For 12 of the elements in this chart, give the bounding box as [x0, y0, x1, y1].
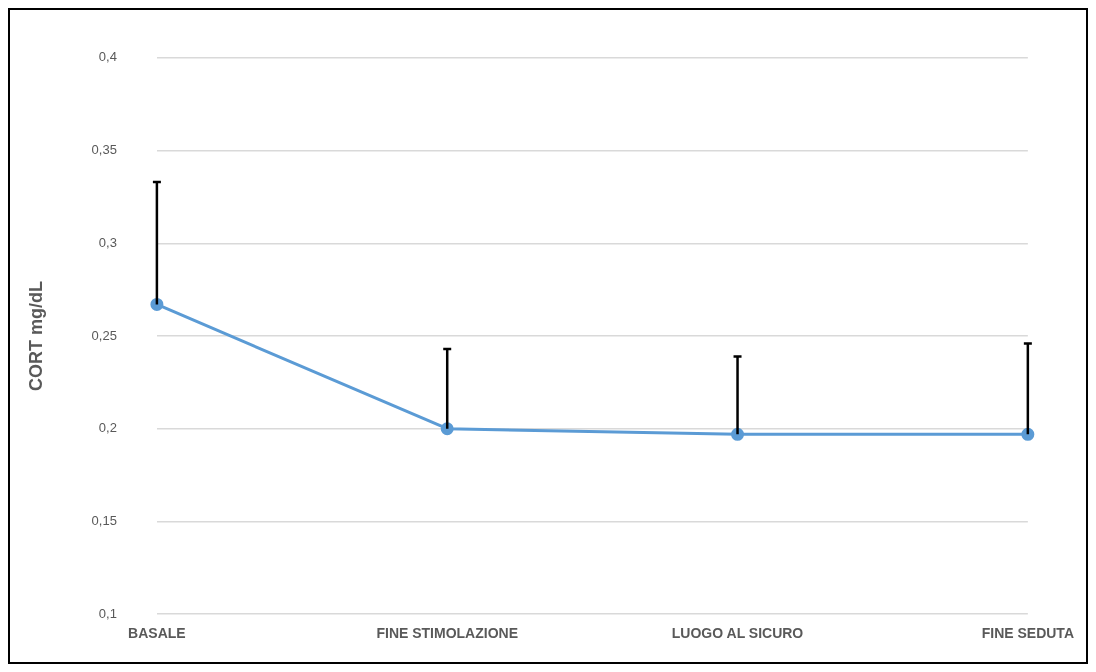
x-tick-label: FINE SEDUTA [981, 625, 1075, 642]
y-tick-label: 0,15 [91, 513, 117, 529]
y-tick-label: 0,25 [91, 327, 117, 343]
x-tick-label: FINE STIMOLAZIONE [376, 625, 518, 642]
y-axis-title: CORT mg/dL [25, 281, 46, 391]
y-tick-label: 0,35 [91, 142, 117, 158]
y-tick-label: 0,3 [98, 234, 117, 250]
y-tick-label: 0,4 [98, 49, 117, 65]
x-tick-label: BASALE [128, 625, 186, 642]
y-tick-label: 0,1 [98, 605, 117, 621]
x-tick-label: LUOGO AL SICURO [671, 625, 804, 642]
y-tick-label: 0,2 [98, 420, 117, 436]
